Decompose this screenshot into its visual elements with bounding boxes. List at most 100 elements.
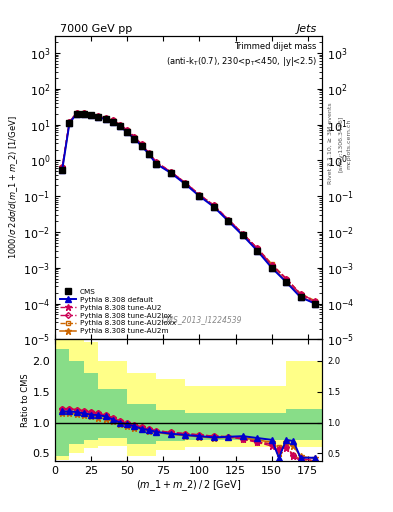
CMS: [313, 301, 318, 307]
Text: 7000 GeV pp: 7000 GeV pp: [61, 25, 132, 34]
Pythia 8.308 default: [298, 294, 303, 301]
Pythia 8.308 default: [211, 204, 216, 210]
Pythia 8.308 tune-AU2loxx: [60, 164, 64, 170]
Line: CMS: CMS: [59, 110, 318, 307]
Y-axis label: $1000/\sigma\;2d\sigma/d(m\_1+m\_2)\;[1/\mathrm{GeV}]$: $1000/\sigma\;2d\sigma/d(m\_1+m\_2)\;[1/…: [7, 116, 20, 260]
Pythia 8.308 tune-AU2loxx: [125, 127, 130, 133]
Pythia 8.308 default: [60, 166, 64, 173]
CMS: [284, 279, 288, 285]
CMS: [211, 204, 216, 210]
Pythia 8.308 tune-AU2: [298, 291, 303, 297]
Pythia 8.308 tune-AU2lox: [284, 275, 288, 282]
Pythia 8.308 tune-AU2loxx: [118, 121, 122, 127]
CMS: [67, 120, 72, 126]
Pythia 8.308 tune-AU2loxx: [284, 275, 288, 282]
Pythia 8.308 tune-AU2loxx: [255, 245, 260, 251]
Pythia 8.308 tune-AU2loxx: [96, 113, 101, 119]
CMS: [125, 130, 130, 136]
Pythia 8.308 tune-AU2: [67, 119, 72, 125]
Pythia 8.308 tune-AU2loxx: [313, 297, 318, 304]
Pythia 8.308 default: [313, 301, 318, 307]
Pythia 8.308 tune-AU2loxx: [298, 290, 303, 296]
Pythia 8.308 tune-AU2lox: [211, 202, 216, 208]
Pythia 8.308 tune-AU2loxx: [197, 191, 202, 198]
Line: Pythia 8.308 tune-AU2: Pythia 8.308 tune-AU2: [59, 110, 318, 305]
CMS: [140, 143, 144, 149]
Pythia 8.308 tune-AU2loxx: [147, 150, 151, 156]
Pythia 8.308 tune-AU2m: [197, 193, 202, 199]
Pythia 8.308 tune-AU2: [147, 150, 151, 156]
Pythia 8.308 default: [110, 119, 115, 125]
Pythia 8.308 tune-AU2loxx: [67, 119, 72, 125]
Pythia 8.308 tune-AU2lox: [89, 112, 94, 118]
Pythia 8.308 tune-AU2lox: [147, 150, 151, 156]
CMS: [103, 116, 108, 122]
Pythia 8.308 tune-AU2lox: [313, 297, 318, 304]
Pythia 8.308 default: [284, 279, 288, 285]
Pythia 8.308 default: [103, 116, 108, 122]
Pythia 8.308 tune-AU2lox: [60, 164, 64, 170]
Pythia 8.308 tune-AU2m: [154, 160, 158, 166]
Pythia 8.308 tune-AU2: [269, 262, 274, 268]
Pythia 8.308 tune-AU2m: [110, 118, 115, 124]
Pythia 8.308 tune-AU2loxx: [110, 117, 115, 123]
Pythia 8.308 default: [226, 218, 231, 224]
Pythia 8.308 tune-AU2loxx: [103, 115, 108, 121]
Pythia 8.308 tune-AU2lox: [168, 168, 173, 175]
Pythia 8.308 default: [89, 112, 94, 118]
Pythia 8.308 tune-AU2lox: [255, 245, 260, 251]
Pythia 8.308 tune-AU2: [118, 121, 122, 127]
Pythia 8.308 default: [67, 120, 72, 126]
Pythia 8.308 tune-AU2: [89, 112, 94, 118]
Pythia 8.308 tune-AU2: [226, 217, 231, 223]
Text: [arXiv:1306.3436]: [arXiv:1306.3436]: [338, 115, 343, 172]
Pythia 8.308 tune-AU2loxx: [82, 110, 86, 116]
Pythia 8.308 tune-AU2lox: [67, 119, 72, 125]
Pythia 8.308 tune-AU2loxx: [74, 110, 79, 116]
CMS: [183, 181, 187, 187]
Pythia 8.308 default: [118, 123, 122, 129]
CMS: [82, 111, 86, 117]
Y-axis label: Ratio to CMS: Ratio to CMS: [20, 373, 29, 427]
Pythia 8.308 tune-AU2loxx: [132, 134, 137, 140]
Pythia 8.308 default: [132, 136, 137, 142]
CMS: [60, 166, 64, 173]
Pythia 8.308 tune-AU2: [183, 180, 187, 186]
Pythia 8.308 tune-AU2: [211, 202, 216, 208]
Pythia 8.308 tune-AU2m: [132, 135, 137, 141]
Pythia 8.308 tune-AU2lox: [241, 230, 245, 237]
Pythia 8.308 tune-AU2m: [284, 278, 288, 284]
Pythia 8.308 tune-AU2m: [67, 119, 72, 125]
Pythia 8.308 tune-AU2lox: [140, 141, 144, 147]
Pythia 8.308 tune-AU2m: [226, 218, 231, 224]
Pythia 8.308 tune-AU2lox: [110, 117, 115, 123]
Pythia 8.308 tune-AU2m: [60, 166, 64, 172]
Pythia 8.308 default: [241, 232, 245, 239]
Pythia 8.308 tune-AU2loxx: [241, 230, 245, 237]
Pythia 8.308 tune-AU2loxx: [226, 217, 231, 223]
Pythia 8.308 tune-AU2m: [103, 116, 108, 122]
Pythia 8.308 tune-AU2m: [298, 293, 303, 300]
CMS: [96, 114, 101, 120]
Pythia 8.308 tune-AU2: [96, 113, 101, 119]
Pythia 8.308 tune-AU2lox: [197, 191, 202, 198]
Pythia 8.308 tune-AU2lox: [154, 159, 158, 165]
Pythia 8.308 tune-AU2lox: [125, 127, 130, 133]
Pythia 8.308 tune-AU2: [125, 127, 130, 133]
Pythia 8.308 tune-AU2m: [89, 112, 94, 118]
Pythia 8.308 tune-AU2loxx: [140, 141, 144, 147]
Pythia 8.308 tune-AU2loxx: [154, 159, 158, 165]
Pythia 8.308 tune-AU2m: [241, 232, 245, 238]
Pythia 8.308 default: [269, 265, 274, 271]
Pythia 8.308 tune-AU2m: [147, 151, 151, 157]
Line: Pythia 8.308 tune-AU2loxx: Pythia 8.308 tune-AU2loxx: [60, 111, 318, 303]
Line: Pythia 8.308 tune-AU2lox: Pythia 8.308 tune-AU2lox: [60, 111, 317, 303]
Pythia 8.308 tune-AU2: [313, 299, 318, 305]
Pythia 8.308 tune-AU2lox: [103, 115, 108, 121]
CMS: [241, 232, 245, 239]
CMS: [197, 193, 202, 199]
Pythia 8.308 default: [197, 193, 202, 199]
Pythia 8.308 tune-AU2lox: [132, 134, 137, 140]
Pythia 8.308 default: [140, 143, 144, 149]
Pythia 8.308 tune-AU2: [241, 230, 245, 237]
